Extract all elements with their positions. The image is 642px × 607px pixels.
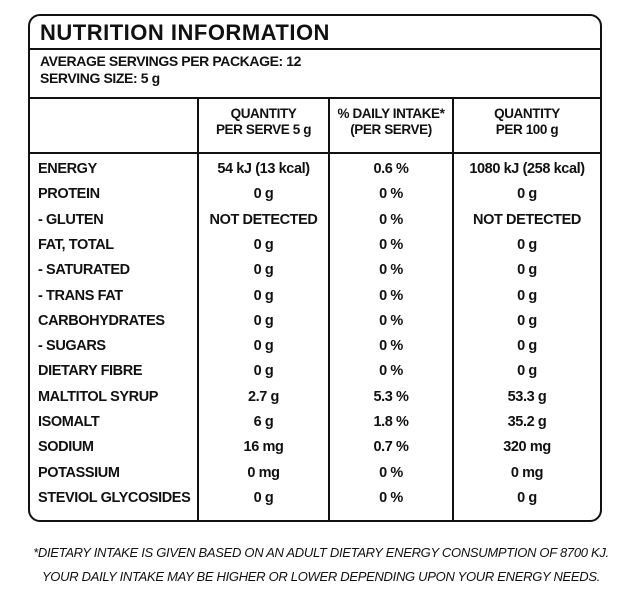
nutrient-value: 0.7 % bbox=[373, 439, 409, 456]
nutrient-value: 0 % bbox=[379, 363, 403, 380]
nutrient-value: 0 g bbox=[517, 186, 537, 203]
nutrient-name: - SUGARS bbox=[38, 338, 106, 355]
nutrient-value: 0 g bbox=[253, 363, 274, 380]
nutrient-value: 0 % bbox=[379, 236, 403, 253]
nutrient-value: 0 g bbox=[517, 363, 537, 380]
nutrient-value: 0 % bbox=[379, 489, 403, 506]
nutrient-name: MALTITOL SYRUP bbox=[38, 388, 159, 405]
nutrient-value: 35.2 g bbox=[507, 414, 547, 430]
nutrient-value: 53.3 g bbox=[507, 388, 547, 405]
column-header: QUANTITY bbox=[230, 106, 297, 121]
divider bbox=[30, 48, 600, 50]
column-header: PER 100 g bbox=[495, 122, 559, 137]
nutrient-value: 1.8 % bbox=[373, 414, 409, 430]
nutrient-value: NOT DETECTED bbox=[209, 211, 318, 228]
footnote: YOUR DAILY INTAKE MAY BE HIGHER OR LOWER… bbox=[41, 569, 601, 584]
nutrient-name: - SATURATED bbox=[38, 262, 130, 279]
nutrient-value: NOT DETECTED bbox=[473, 211, 581, 228]
nutrient-value: 0 g bbox=[253, 186, 274, 203]
nutrient-value: 0 % bbox=[379, 287, 403, 304]
nutrient-value: 0 mg bbox=[247, 464, 280, 481]
nutrient-value: 0 g bbox=[253, 312, 274, 329]
nutrient-value: 0 g bbox=[253, 236, 274, 253]
nutrient-name: ISOMALT bbox=[38, 414, 100, 430]
nutrient-value: 6 g bbox=[253, 414, 274, 430]
nutrient-name: FAT, TOTAL bbox=[38, 236, 114, 253]
footnote: *DIETARY INTAKE IS GIVEN BASED ON AN ADU… bbox=[33, 545, 609, 560]
nutrient-value: 0 g bbox=[517, 338, 537, 355]
nutrient-value: 0 mg bbox=[510, 464, 544, 481]
nutrient-name: - TRANS FAT bbox=[38, 287, 123, 304]
nutrient-value: 0 g bbox=[517, 262, 537, 279]
nutrient-value: 0 % bbox=[379, 464, 403, 481]
nutrient-value: 0 g bbox=[253, 489, 274, 506]
nutrient-name: ENERGY bbox=[38, 161, 97, 177]
nutrient-value: 320 mg bbox=[503, 439, 551, 456]
divider bbox=[30, 152, 600, 154]
nutrient-value: 1080 kJ (258 kcal) bbox=[469, 161, 585, 177]
label-frame bbox=[28, 14, 602, 522]
nutrient-value: 16 mg bbox=[243, 439, 284, 456]
nutrient-name: POTASSIUM bbox=[38, 464, 120, 481]
nutrient-value: 0 g bbox=[517, 287, 537, 304]
column-line bbox=[452, 97, 454, 520]
nutrient-value: 0 % bbox=[379, 338, 403, 355]
nutrient-value: 0 g bbox=[253, 287, 274, 304]
nutrient-value: 2.7 g bbox=[247, 388, 280, 405]
nutrient-name: - GLUTEN bbox=[38, 211, 104, 228]
nutrient-value: 0.6 % bbox=[373, 161, 409, 177]
title: NUTRITION INFORMATION bbox=[40, 20, 330, 45]
column-header: % DAILY INTAKE* bbox=[337, 106, 445, 121]
nutrient-name: CARBOHYDRATES bbox=[38, 312, 165, 329]
nutrient-value: 0 g bbox=[517, 312, 537, 329]
nutrient-value: 5.3 % bbox=[373, 388, 409, 405]
serving-info: SERVING SIZE: 5 g bbox=[40, 70, 160, 86]
nutrient-value: 0 % bbox=[379, 262, 403, 279]
nutrient-value: 0 g bbox=[253, 338, 274, 355]
nutrient-value: 0 % bbox=[379, 186, 403, 203]
column-line bbox=[328, 97, 330, 520]
nutrient-name: STEVIOL GLYCOSIDES bbox=[38, 489, 191, 506]
column-line bbox=[197, 97, 199, 520]
nutrient-value: 54 kJ (13 kcal) bbox=[217, 161, 310, 177]
nutrient-value: 0 % bbox=[379, 211, 403, 228]
serving-info: AVERAGE SERVINGS PER PACKAGE: 12 bbox=[40, 53, 302, 69]
column-header: PER SERVE 5 g bbox=[215, 122, 312, 137]
nutrient-name: PROTEIN bbox=[38, 186, 100, 203]
nutrient-value: 0 g bbox=[517, 236, 537, 253]
column-header: QUANTITY bbox=[494, 106, 560, 121]
nutrient-value: 0 g bbox=[253, 262, 274, 279]
nutrient-value: 0 g bbox=[517, 489, 537, 506]
nutrient-name: DIETARY FIBRE bbox=[38, 363, 143, 380]
nutrient-name: SODIUM bbox=[38, 439, 94, 456]
column-header: (PER SERVE) bbox=[350, 122, 432, 137]
divider bbox=[30, 97, 600, 99]
nutrient-value: 0 % bbox=[379, 312, 403, 329]
